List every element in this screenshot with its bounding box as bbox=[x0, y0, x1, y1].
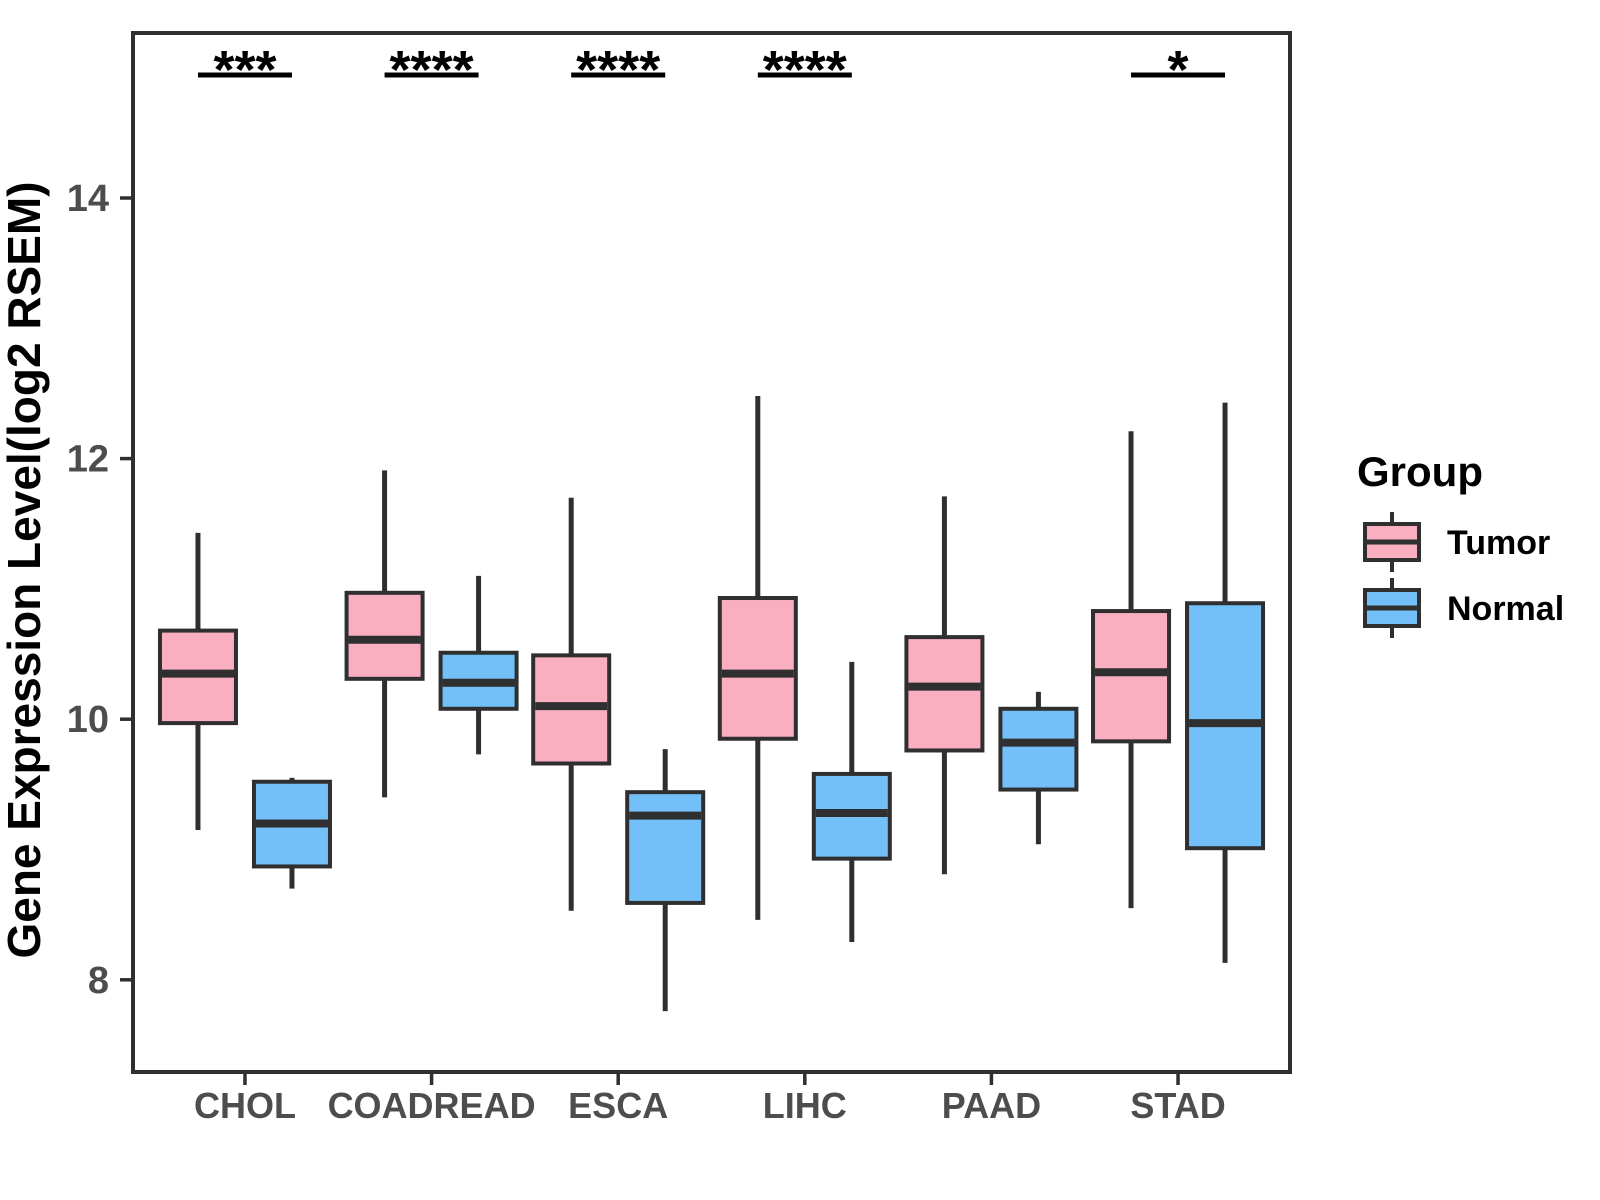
box-ESCA-Normal bbox=[625, 790, 706, 905]
legend-label-normal: Normal bbox=[1447, 590, 1564, 628]
legend-item-tumor: Tumor bbox=[1363, 512, 1550, 572]
legend-item-normal: Normal bbox=[1363, 578, 1564, 638]
y-tick-label-12: 12 bbox=[67, 439, 109, 481]
box-PAAD-Tumor bbox=[904, 635, 985, 753]
x-tick-label-LIHC: LIHC bbox=[763, 1085, 847, 1126]
legend-title: Group bbox=[1357, 448, 1483, 495]
legend: Group Tumor Normal bbox=[1357, 448, 1564, 638]
x-tick-label-STAD: STAD bbox=[1130, 1085, 1225, 1126]
y-tick-label-8: 8 bbox=[88, 960, 109, 1002]
sig-stars-LIHC: **** bbox=[763, 40, 847, 100]
sig-stars-CHOL: *** bbox=[213, 40, 276, 100]
legend-label-tumor: Tumor bbox=[1447, 524, 1550, 562]
x-tick-label-CHOL: CHOL bbox=[194, 1085, 296, 1126]
y-tick-label-10: 10 bbox=[67, 699, 109, 741]
y-axis-title: Gene Expression Level(log2 RSEM) bbox=[0, 181, 50, 958]
y-tick-label-14: 14 bbox=[67, 178, 109, 220]
x-tick-label-COADREAD: COADREAD bbox=[328, 1085, 536, 1126]
panel-border bbox=[131, 31, 1292, 1074]
box-LIHC-Tumor bbox=[717, 596, 798, 741]
x-tick-label-PAAD: PAAD bbox=[942, 1085, 1041, 1126]
x-tick-label-ESCA: ESCA bbox=[568, 1085, 668, 1126]
sig-stars-ESCA: **** bbox=[576, 40, 660, 100]
box-PAAD-Normal bbox=[998, 706, 1079, 792]
sig-stars-COADREAD: **** bbox=[390, 40, 474, 100]
sig-stars-STAD: * bbox=[1168, 40, 1189, 100]
